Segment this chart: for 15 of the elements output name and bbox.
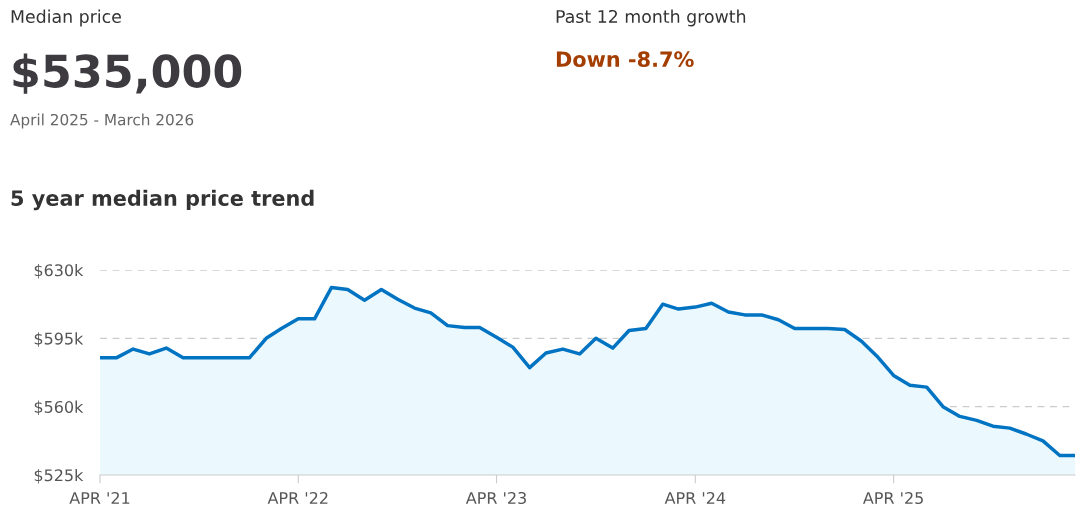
y-tick-label: $595k xyxy=(34,332,84,347)
y-tick-label: $525k xyxy=(34,468,84,484)
chart-title: 5 year median price trend xyxy=(11,189,314,211)
y-tick-label: $560k xyxy=(34,400,84,416)
y-tick-label: $630k xyxy=(34,263,84,279)
x-tick-label: APR '25 xyxy=(862,491,923,505)
x-tick-label: APR '21 xyxy=(69,491,130,504)
x-tick-label: APR '24 xyxy=(664,491,726,504)
x-tick-label: APR '22 xyxy=(267,491,328,504)
text: Past 12 month growth xyxy=(556,9,746,27)
x-tick-label: APR '23 xyxy=(465,491,526,505)
text: Down -8.7% xyxy=(556,51,694,68)
text: Median price xyxy=(11,9,121,27)
text: April 2025 - March 2026 xyxy=(10,113,194,129)
text: $535,000 xyxy=(13,53,242,94)
